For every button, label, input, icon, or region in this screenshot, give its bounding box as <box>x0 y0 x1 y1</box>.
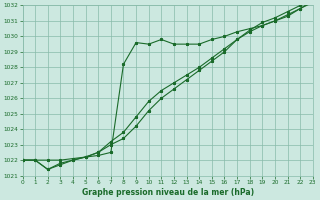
X-axis label: Graphe pression niveau de la mer (hPa): Graphe pression niveau de la mer (hPa) <box>82 188 254 197</box>
